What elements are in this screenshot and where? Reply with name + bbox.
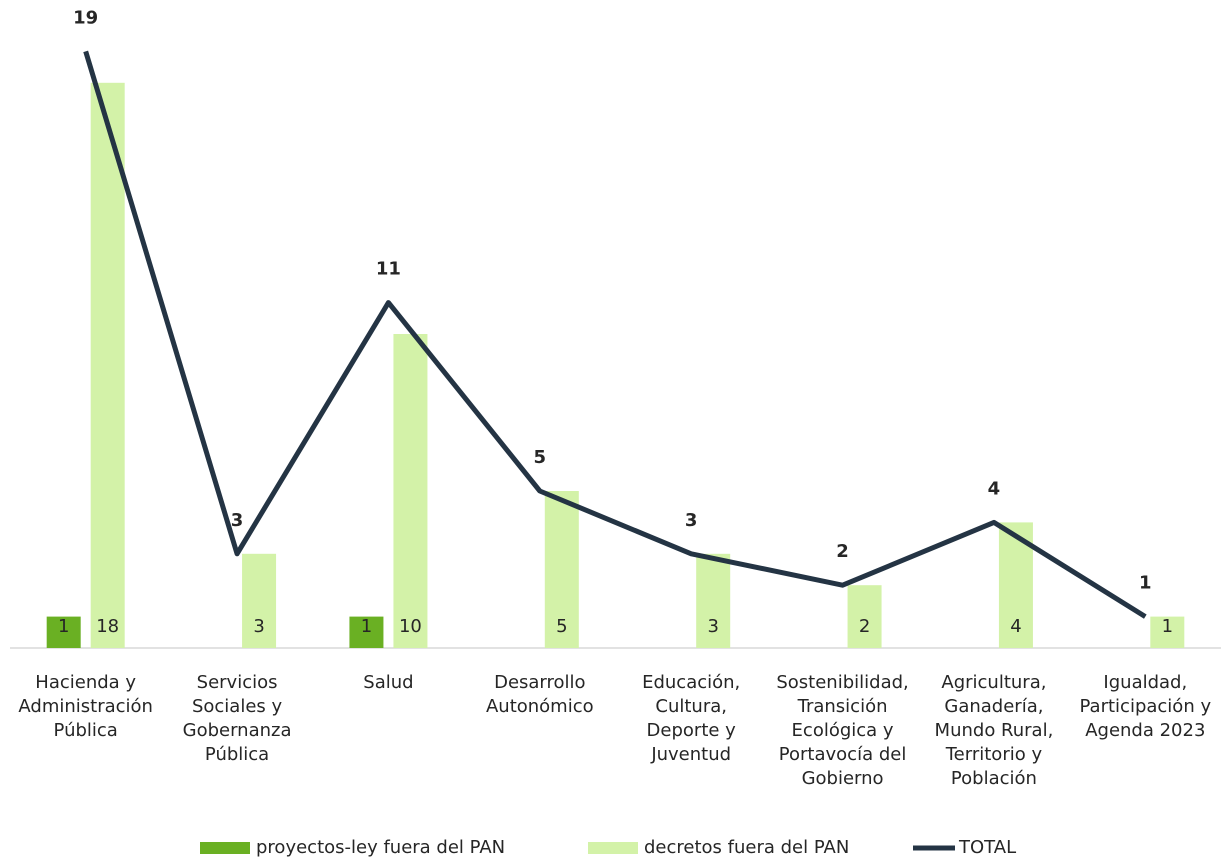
x-tick-label: Educación, [642, 672, 740, 693]
legend-label: TOTAL [958, 837, 1016, 858]
x-tick-label: Pública [205, 744, 269, 765]
x-tick-label: Juventud [650, 744, 731, 765]
x-tick-label: Igualdad, [1103, 672, 1187, 693]
x-tick-label: Portavocía del [779, 744, 907, 765]
x-tick-label: Ganadería, [944, 696, 1043, 717]
x-tick-label: Servicios [197, 672, 278, 693]
data-label: 1 [361, 616, 372, 637]
bar [696, 553, 731, 648]
bar [349, 616, 384, 648]
x-tick-label: Salud [363, 672, 413, 693]
data-label: 3 [231, 510, 244, 531]
x-tick-label: Administración [18, 696, 153, 717]
data-label: 10 [399, 616, 422, 637]
x-tick-label: Agenda 2023 [1085, 720, 1205, 741]
x-tick-label: Sociales y [192, 696, 283, 717]
bar [393, 334, 428, 648]
x-tick-label: Gobernanza [183, 720, 292, 741]
data-label: 2 [836, 541, 849, 562]
data-label: 2 [859, 616, 870, 637]
data-label: 19 [73, 7, 98, 28]
data-label: 11 [376, 259, 401, 280]
bar [242, 553, 277, 648]
x-tick-label: Deporte y [647, 720, 737, 741]
data-label: 1 [1139, 573, 1152, 594]
x-tick-label: Población [951, 768, 1037, 789]
bar [1150, 616, 1185, 648]
x-tick-label: Sostenibilidad, [776, 672, 908, 693]
x-tick-label: Territorio y [945, 744, 1043, 765]
x-tick-label: Participación y [1080, 696, 1212, 717]
x-tick-label: Transición [797, 696, 888, 717]
data-label: 5 [556, 616, 567, 637]
x-tick-label: Hacienda y [35, 672, 136, 693]
data-label: 3 [707, 616, 718, 637]
data-label: 4 [988, 478, 1001, 499]
legend-label: decretos fuera del PAN [644, 837, 849, 858]
legend-swatch [588, 842, 638, 854]
data-label: 1 [58, 616, 69, 637]
bar [544, 491, 579, 648]
x-tick-label: Pública [54, 720, 118, 741]
data-label: 5 [534, 447, 547, 468]
bar [46, 616, 81, 648]
data-label: 18 [96, 616, 119, 637]
data-label: 3 [253, 616, 264, 637]
legend-swatch [200, 842, 250, 854]
bar [90, 82, 125, 649]
data-label: 3 [685, 510, 698, 531]
data-label: 4 [1010, 616, 1021, 637]
x-tick-label: Gobierno [802, 768, 884, 789]
data-label: 1 [1162, 616, 1173, 637]
x-tick-label: Ecológica y [792, 720, 894, 741]
x-tick-label: Desarrollo [494, 672, 585, 693]
bar [847, 585, 882, 648]
x-tick-label: Autonómico [486, 696, 594, 717]
x-tick-label: Mundo Rural, [935, 720, 1054, 741]
legend-label: proyectos-ley fuera del PAN [256, 837, 505, 858]
x-tick-label: Cultura, [655, 696, 727, 717]
x-tick-label: Agricultura, [941, 672, 1046, 693]
line [83, 50, 1147, 619]
